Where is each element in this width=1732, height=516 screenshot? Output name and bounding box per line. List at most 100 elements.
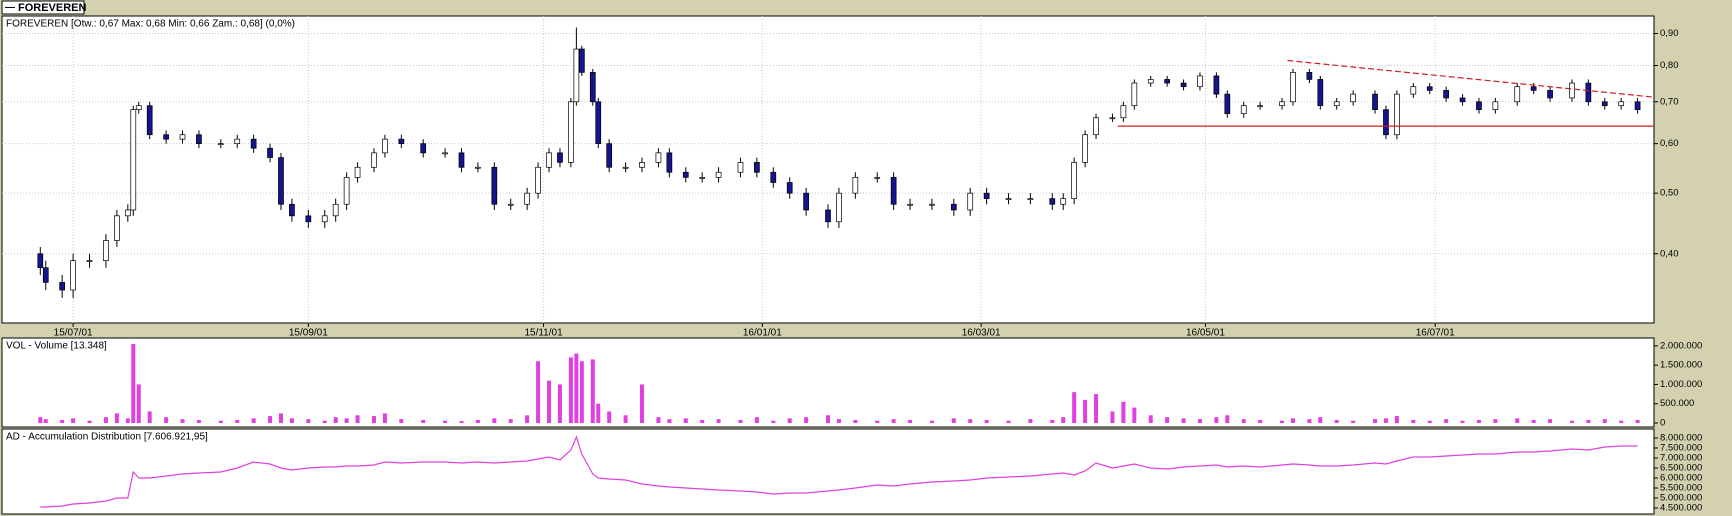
candle-body	[1476, 101, 1482, 111]
volume-bar	[1083, 399, 1088, 423]
volume-bar	[1548, 419, 1553, 423]
candle-body	[1147, 79, 1154, 84]
candle-body	[578, 48, 585, 73]
x-tick-label: 16/07/01	[1416, 328, 1455, 339]
volume-bar	[355, 415, 360, 423]
panel	[1, 428, 1655, 515]
candle-body	[354, 166, 361, 178]
volume-bar	[984, 419, 989, 423]
volume-bar	[164, 417, 169, 423]
candle-body	[1240, 105, 1247, 115]
volume-bar	[1148, 415, 1153, 423]
candle-body	[1279, 101, 1285, 107]
candle-body	[1443, 90, 1449, 99]
volume-bar	[1476, 419, 1481, 423]
candle-body	[1514, 86, 1521, 103]
volume-bar	[289, 418, 294, 423]
volume-bar	[114, 413, 119, 423]
candle-body	[267, 147, 273, 158]
volume-bar	[1515, 418, 1520, 423]
volume-bar	[853, 419, 858, 423]
y-tick-label: 0,90	[1660, 28, 1679, 39]
x-tick-label: 16/01/01	[743, 328, 782, 339]
volume-bar	[508, 419, 513, 423]
volume-bar	[1258, 419, 1263, 423]
candle-body	[114, 215, 120, 241]
candle-body	[1120, 105, 1127, 119]
candle-body	[305, 215, 312, 223]
volume-bar	[771, 420, 776, 423]
volume-bar	[1635, 419, 1640, 423]
volume-bar	[547, 380, 552, 423]
volume-bar	[475, 419, 480, 423]
candle-body	[1350, 93, 1356, 103]
volume-bar	[1028, 419, 1033, 423]
volume-bar	[1602, 419, 1607, 423]
volume-bar	[333, 417, 338, 423]
candle-body	[1005, 198, 1012, 201]
candle-body	[890, 176, 897, 205]
candle-body	[622, 166, 629, 169]
y-tick-label: 0,40	[1660, 248, 1679, 259]
volume-bar	[804, 417, 809, 423]
volume-bar	[623, 415, 628, 423]
candle-body	[59, 282, 66, 291]
candle-body	[825, 209, 831, 223]
candle-body	[929, 203, 935, 206]
candle-body	[103, 240, 109, 261]
candle-body	[754, 162, 760, 173]
volume-bar	[656, 417, 661, 423]
candle-body	[1410, 86, 1417, 95]
candle-body	[983, 192, 990, 200]
volume-bar	[443, 420, 448, 423]
candle-body	[1197, 75, 1203, 88]
volume-bar	[87, 420, 92, 423]
candle-body	[1317, 79, 1324, 107]
volume-bar	[1619, 420, 1624, 423]
candle-body	[1306, 72, 1313, 80]
candle-body	[1601, 101, 1608, 107]
candle-body	[442, 152, 448, 155]
volume-bar	[1444, 419, 1449, 423]
volume-bar	[344, 418, 349, 423]
tab[interactable]	[1, 0, 85, 15]
volume-bar	[579, 361, 584, 423]
candle-body	[715, 171, 722, 178]
volume-bar	[574, 353, 579, 423]
volume-bar	[826, 415, 830, 423]
volume-bar	[1094, 394, 1099, 423]
candle-body	[196, 134, 202, 145]
candle-body	[86, 260, 93, 262]
candle-body	[124, 209, 131, 217]
volume-bar	[1373, 419, 1378, 423]
candle-body	[1372, 93, 1378, 111]
y-tick-label: 4.500.000	[1660, 503, 1702, 514]
candle-body	[42, 267, 49, 283]
volume-bar	[268, 416, 273, 423]
volume-bar	[683, 418, 688, 423]
volume-bar	[1460, 420, 1465, 423]
volume-bar	[1290, 418, 1295, 423]
candle-body	[1027, 198, 1034, 201]
volume-bar	[557, 384, 562, 423]
candle-body	[852, 176, 859, 194]
candle-body	[130, 109, 137, 211]
candle-body	[507, 203, 514, 206]
volume-bar	[1411, 419, 1416, 423]
candle-body	[950, 203, 957, 211]
candle-body	[699, 176, 706, 179]
volume-bar	[382, 413, 387, 423]
candle-body	[1109, 117, 1116, 120]
volume-bar	[1225, 415, 1230, 423]
y-tick-label: 6.000.000	[1660, 473, 1702, 484]
volume-bar	[568, 357, 573, 423]
volume-bar	[1214, 417, 1219, 423]
candle-body	[557, 152, 563, 163]
candle-body	[475, 166, 481, 169]
volume-bar	[1181, 418, 1186, 423]
volume-bar	[1061, 417, 1066, 423]
volume-bar	[103, 417, 108, 423]
y-tick-label: 0,80	[1660, 60, 1679, 71]
candle-body	[234, 138, 241, 145]
volume-bar	[738, 419, 743, 423]
